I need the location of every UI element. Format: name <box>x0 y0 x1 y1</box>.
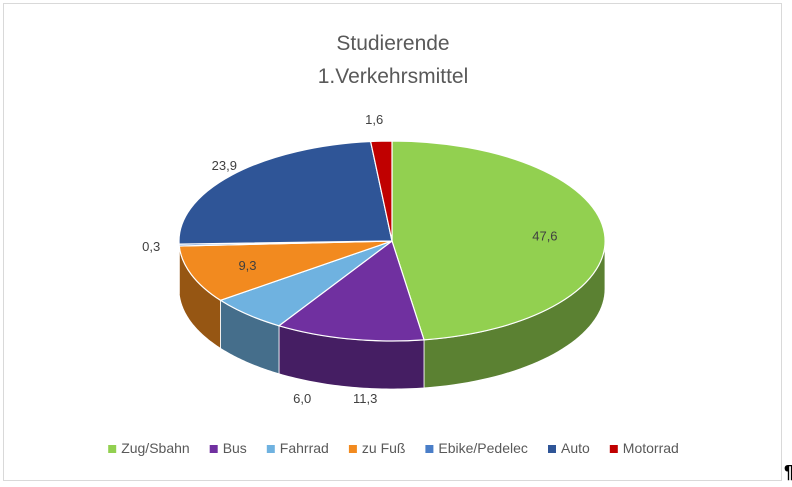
data-label-zu-fu-: 9,3 <box>238 258 256 273</box>
legend-swatch-ebike-pedelec <box>425 445 434 453</box>
legend-swatch-zu-fu- <box>348 445 357 453</box>
slice-zu-fu- <box>178 240 393 301</box>
legend-swatch-bus <box>209 445 218 453</box>
chart-title-line-1: Studierende <box>336 32 449 55</box>
legend-label-zug-sbahn: Zug/Sbahn <box>121 440 190 456</box>
data-label-bus: 11,3 <box>353 391 377 406</box>
slice-auto <box>178 140 393 245</box>
legend-label-ebike-pedelec: Ebike/Pedelec <box>438 440 528 456</box>
paragraph-mark: ¶ <box>784 462 792 483</box>
data-label-motorrad: 1,6 <box>365 112 383 127</box>
data-label-fahrrad: 6,0 <box>293 391 311 406</box>
legend-swatch-motorrad <box>609 445 618 453</box>
legend-label-fahrrad: Fahrrad <box>280 440 329 456</box>
data-label-ebike-pedelec: 0,3 <box>142 239 160 254</box>
slice-bus <box>277 240 425 342</box>
legend-label-motorrad: Motorrad <box>623 440 679 456</box>
legend-swatch-zug-sbahn <box>108 445 117 453</box>
legend-label-zu-fu-: zu Fuß <box>362 440 406 456</box>
legend: Zug/Sbahn Bus Fahrrad zu Fuß Ebike/Pedelec Au… <box>108 440 679 456</box>
data-labels: 47,6 11,3 6,0 9,3 0,3 23,9 1,6 <box>142 112 557 406</box>
pie-chart: Studierende 1.Verkehrsmittel 47,6 11,3 6,0… <box>108 32 679 456</box>
slice-zug-sbahn <box>391 140 606 341</box>
slice-motorrad <box>369 140 393 242</box>
legend-label-auto: Auto <box>561 440 590 456</box>
legend-label-bus: Bus <box>223 440 247 456</box>
chart-title-line-2: 1.Verkehrsmittel <box>318 65 469 88</box>
data-label-zug-sbahn: 47,6 <box>532 229 557 244</box>
legend-swatch-fahrrad <box>266 445 275 453</box>
data-label-auto: 23,9 <box>212 158 237 173</box>
chart-area: Studierende 1.Verkehrsmittel 47,6 11,3 6,0… <box>3 3 782 481</box>
pie-slices <box>178 140 606 390</box>
legend-swatch-auto <box>548 445 556 453</box>
